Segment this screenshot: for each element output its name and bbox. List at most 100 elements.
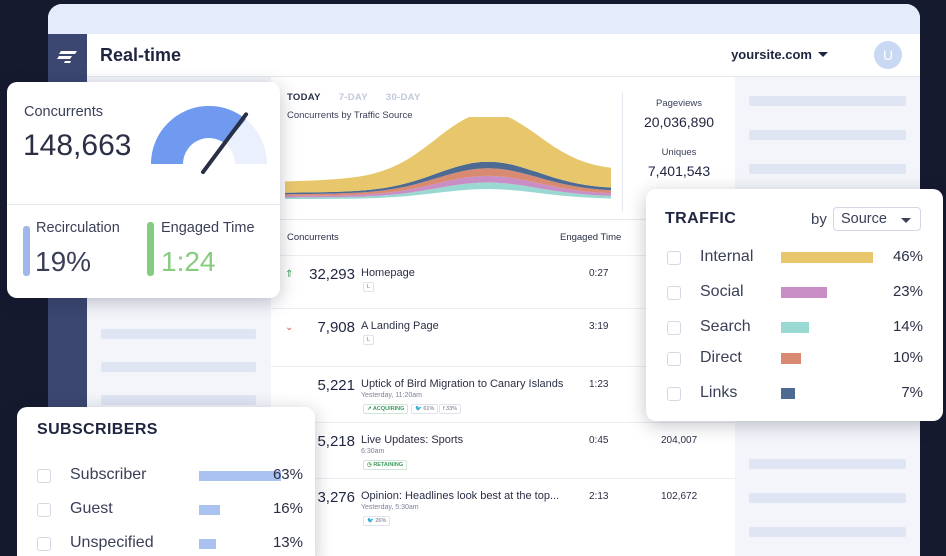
recirculation-value: 19% xyxy=(35,246,92,277)
placeholder-bar xyxy=(749,164,906,174)
subscriber-row[interactable]: Unspecified 13% xyxy=(37,534,307,554)
table-row[interactable]: ⇑ 32,293 Homepage L 0:27 xyxy=(271,255,735,308)
row-tag: 🐦 26% xyxy=(363,516,391,526)
traffic-bar xyxy=(781,322,809,333)
placeholder-bar xyxy=(101,362,256,372)
row-checkbox[interactable] xyxy=(667,352,681,366)
concurrents-value: 148,663 xyxy=(23,129,132,162)
row-engaged-time: 0:27 xyxy=(589,268,609,279)
row-engaged-time: 2:13 xyxy=(589,491,609,502)
subscriber-bar xyxy=(199,539,216,549)
traffic-label: Links xyxy=(700,384,738,401)
column-header-concurrents[interactable]: Concurrents xyxy=(287,232,339,243)
traffic-row-social[interactable]: Social 23% xyxy=(667,283,923,303)
row-checkbox[interactable] xyxy=(37,503,51,517)
subscriber-row[interactable]: Guest 16% xyxy=(37,500,307,520)
row-checkbox[interactable] xyxy=(37,469,51,483)
uniques-value: 7,401,543 xyxy=(647,163,711,179)
row-tag: ◷ RETAINING xyxy=(363,460,408,470)
column-header-engaged-time[interactable]: Engaged Time xyxy=(560,232,622,243)
row-title[interactable]: Uptick of Bird Migration to Canary Islan… xyxy=(361,378,564,390)
row-checkbox[interactable] xyxy=(37,537,51,551)
range-tabs: TODAY 7-DAY 30-DAY xyxy=(287,92,421,103)
traffic-row-search[interactable]: Search 14% xyxy=(667,318,923,338)
row-tag: 🐦 61% xyxy=(411,404,439,414)
concurrents-gauge xyxy=(151,106,267,175)
table-row[interactable]: ⌄ 7,908 A Landing Page L 3:19 xyxy=(271,308,735,366)
row-checkbox[interactable] xyxy=(667,321,681,335)
row-checkbox[interactable] xyxy=(667,251,681,265)
traffic-label: Social xyxy=(700,283,744,300)
traffic-by-label: by xyxy=(811,211,827,228)
table-row[interactable]: 5,221 Uptick of Bird Migration to Canary … xyxy=(271,366,735,422)
row-tag: L xyxy=(363,282,375,292)
traffic-select-value: Source xyxy=(841,211,887,227)
stream-layer xyxy=(285,161,611,195)
stats-column: Pageviews 20,036,890 Uniques 7,401,543 xyxy=(622,92,735,212)
subscriber-label: Subscriber xyxy=(70,466,147,483)
row-title[interactable]: Homepage xyxy=(361,267,415,279)
avatar[interactable]: U xyxy=(874,41,902,69)
row-concurrents: 32,293 xyxy=(309,266,355,283)
engaged-time-bar xyxy=(147,222,154,276)
row-concurrents: 5,218 xyxy=(317,433,355,450)
uniques-label: Uniques xyxy=(661,147,697,158)
traffic-chart-panel: TODAY 7-DAY 30-DAY Concurrents by Traffi… xyxy=(271,77,735,220)
streamgraph xyxy=(285,117,611,199)
traffic-card: TRAFFIC by Source Internal 46% Social 23% Se… xyxy=(646,189,943,421)
tab-30-day[interactable]: 30-DAY xyxy=(385,92,421,103)
site-selector[interactable]: yoursite.com xyxy=(731,47,828,62)
trend-down-icon: ⌄ xyxy=(285,322,294,333)
traffic-percent: 46% xyxy=(892,248,923,265)
placeholder-bar xyxy=(749,96,906,106)
row-title[interactable]: Opinion: Headlines look best at the top.… xyxy=(361,490,560,502)
trend-up-icon: ⇑ xyxy=(285,269,294,280)
traffic-bar xyxy=(781,353,801,364)
row-concurrents: 3,276 xyxy=(317,489,355,506)
divider xyxy=(7,204,280,205)
row-tag: ↗ ACQUIRING xyxy=(363,404,409,414)
row-concurrents: 5,221 xyxy=(317,377,355,394)
row-meta: Yesterday, 5:30am xyxy=(361,504,419,511)
traffic-percent: 7% xyxy=(901,384,923,401)
placeholder-bar xyxy=(749,130,906,140)
logo-icon[interactable] xyxy=(48,34,87,77)
placeholder-bar xyxy=(749,527,906,537)
row-engaged-time: 0:45 xyxy=(589,435,609,446)
traffic-percent: 23% xyxy=(892,283,923,300)
subscriber-row[interactable]: Subscriber 63% xyxy=(37,466,307,486)
traffic-row-internal[interactable]: Internal 46% xyxy=(667,248,923,268)
subscribers-title: SUBSCRIBERS xyxy=(37,421,158,438)
row-concurrents: 7,908 xyxy=(317,319,355,336)
stream-layer xyxy=(285,175,611,198)
table-row[interactable]: 3,276 Opinion: Headlines look best at the… xyxy=(271,478,735,538)
row-title[interactable]: Live Updates: Sports xyxy=(361,434,464,446)
row-meta: 6:30am xyxy=(361,448,385,455)
traffic-percent: 14% xyxy=(892,318,923,335)
traffic-group-select[interactable]: Source xyxy=(833,207,921,231)
chevron-down-icon xyxy=(818,52,828,57)
row-pageviews: 102,672 xyxy=(661,491,698,502)
table-row[interactable]: 5,218 Live Updates: Sports 6:30am ◷ RETAINI… xyxy=(271,422,735,478)
subscriber-label: Unspecified xyxy=(70,534,154,551)
traffic-title: TRAFFIC xyxy=(665,210,737,227)
tab-7-day[interactable]: 7-DAY xyxy=(338,92,368,103)
traffic-row-links[interactable]: Links 7% xyxy=(667,384,923,404)
row-tag: L xyxy=(363,335,375,345)
content-table: Concurrents Engaged Time ⇑ 32,293 Homepage… xyxy=(271,220,735,556)
row-checkbox[interactable] xyxy=(667,286,681,300)
traffic-percent: 10% xyxy=(892,349,923,366)
traffic-row-direct[interactable]: Direct 10% xyxy=(667,349,923,369)
traffic-label: Search xyxy=(700,318,751,335)
row-pageviews: 204,007 xyxy=(661,435,698,446)
row-checkbox[interactable] xyxy=(667,387,681,401)
tab-today[interactable]: TODAY xyxy=(287,92,321,103)
chart-subtitle: Concurrents by Traffic Source xyxy=(287,110,413,121)
concurrents-card: Concurrents 148,663 Recirculation 19% En… xyxy=(7,82,280,298)
subscriber-percent: 16% xyxy=(272,500,303,517)
subscriber-percent: 13% xyxy=(272,534,303,551)
traffic-label: Internal xyxy=(700,248,754,265)
engaged-time-label: Engaged Time xyxy=(161,220,255,236)
row-title[interactable]: A Landing Page xyxy=(361,320,439,332)
gauge-needle xyxy=(201,112,249,175)
